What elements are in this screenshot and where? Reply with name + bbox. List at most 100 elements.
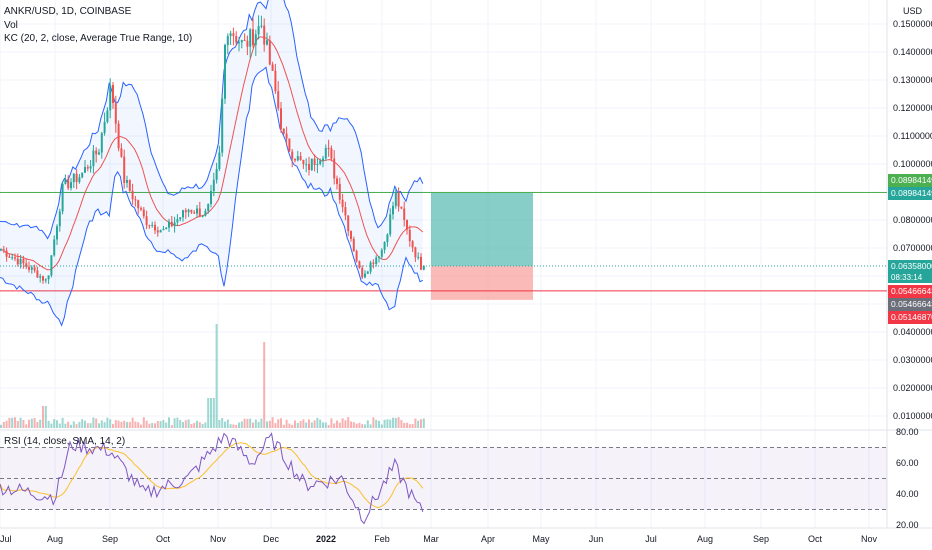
- candle-body: [36, 270, 39, 278]
- kc-lower-band: [0, 66, 424, 327]
- volume-bar: [257, 421, 260, 428]
- volume-bar: [126, 421, 128, 428]
- candle-body: [207, 204, 210, 211]
- candle-body: [154, 224, 156, 231]
- candle-body: [28, 266, 30, 270]
- candle-body: [0, 249, 2, 251]
- volume-bar: [408, 424, 411, 428]
- currency-label[interactable]: USD: [903, 6, 923, 16]
- candle-body: [117, 123, 120, 149]
- price-tick-label: 0.15000000: [893, 19, 932, 29]
- candle-body: [347, 215, 350, 232]
- candle-body: [366, 271, 369, 274]
- candle-body: [109, 84, 112, 111]
- price-tick-label: 0.07000000: [893, 243, 932, 253]
- candle-body: [280, 108, 282, 129]
- volume-bar: [120, 421, 123, 428]
- candle-body: [372, 262, 375, 264]
- candle-body: [310, 158, 313, 170]
- volume-bar: [162, 420, 165, 428]
- volume-bar: [333, 423, 336, 428]
- candle-body: [103, 121, 106, 134]
- price-tick-label: 0.13000000: [893, 75, 932, 85]
- candle-body: [355, 251, 358, 262]
- candle-body: [182, 210, 184, 218]
- volume-bar: [117, 420, 120, 428]
- position-zones: [0, 191, 887, 300]
- volume-bar: [392, 417, 394, 428]
- volume-bar: [165, 422, 168, 428]
- volume-bar: [240, 421, 243, 428]
- candle-body: [288, 138, 291, 152]
- volume-bar: [72, 421, 75, 428]
- volume-bar: [310, 422, 313, 428]
- candle-body: [50, 255, 53, 276]
- candle-body: [358, 261, 361, 268]
- candle-body: [302, 159, 305, 165]
- candle-body: [131, 190, 134, 200]
- candle-body: [190, 209, 193, 213]
- candle-body: [212, 179, 215, 192]
- volume-bar: [103, 422, 106, 428]
- volume-bar: [33, 417, 36, 428]
- volume-bar: [229, 424, 232, 428]
- candle-body: [201, 215, 204, 217]
- candle-body: [86, 167, 89, 169]
- vol-legend[interactable]: Vol: [4, 20, 18, 31]
- candle-body: [204, 210, 207, 216]
- candle-body: [19, 258, 22, 265]
- volume-bar: [168, 417, 170, 428]
- price-tick-label: 0.11000000: [893, 131, 932, 141]
- volume-bar: [305, 422, 308, 428]
- volume-bar: [302, 419, 305, 428]
- volume-bar: [378, 420, 380, 428]
- candle-body: [84, 167, 86, 173]
- candle-body: [184, 210, 187, 213]
- candle-body: [308, 164, 310, 170]
- candle-body: [114, 102, 117, 124]
- volume-bar: [140, 424, 142, 428]
- time-tick-label: Jul: [645, 534, 657, 544]
- last-price-tag: 0.06358000: [888, 260, 932, 273]
- candle-body: [168, 221, 170, 228]
- kc-legend[interactable]: KC (20, 2, close, Average True Range, 10…: [4, 33, 193, 44]
- volume-bar: [291, 424, 294, 428]
- candle-body: [92, 150, 95, 167]
- volume-bar: [19, 417, 22, 428]
- volume-bar: [75, 424, 78, 428]
- rsi-legend[interactable]: RSI (14, close, SMA, 14, 2): [4, 436, 126, 447]
- volume-bar: [70, 424, 72, 428]
- volume-bar: [296, 422, 299, 428]
- time-tick-label: Dec: [263, 534, 280, 544]
- time-tick-label: Sep: [102, 534, 118, 544]
- volume-bar: [151, 423, 154, 428]
- time-tick-label: Sep: [753, 534, 769, 544]
- candle-body: [333, 158, 336, 179]
- volume-bar: [224, 421, 226, 428]
- volume-bar: [246, 418, 249, 428]
- volume-bar: [92, 417, 95, 428]
- candle-body: [173, 222, 176, 227]
- candle-body: [271, 64, 274, 71]
- rsi-tick-label: 80.00: [896, 427, 919, 437]
- kc-basis: [0, 36, 424, 271]
- candle-body: [16, 258, 19, 265]
- symbol-legend[interactable]: ANKR/USD, 1D, COINBASE: [4, 6, 132, 17]
- volume-bar: [411, 423, 414, 428]
- volume-bar: [179, 420, 182, 428]
- candle-body: [299, 156, 302, 160]
- candle-body: [266, 40, 268, 45]
- volume-bar: [268, 420, 271, 428]
- volume-bar: [190, 424, 193, 428]
- volume-bar: [159, 421, 162, 428]
- volume-bar: [30, 418, 33, 428]
- volume-bar: [280, 418, 282, 428]
- time-tick-label: Oct: [156, 534, 171, 544]
- candle-body: [210, 191, 212, 205]
- candle-body: [386, 234, 389, 243]
- candle-body: [170, 221, 173, 227]
- volume-bar: [112, 423, 114, 428]
- volume-bar: [182, 422, 184, 428]
